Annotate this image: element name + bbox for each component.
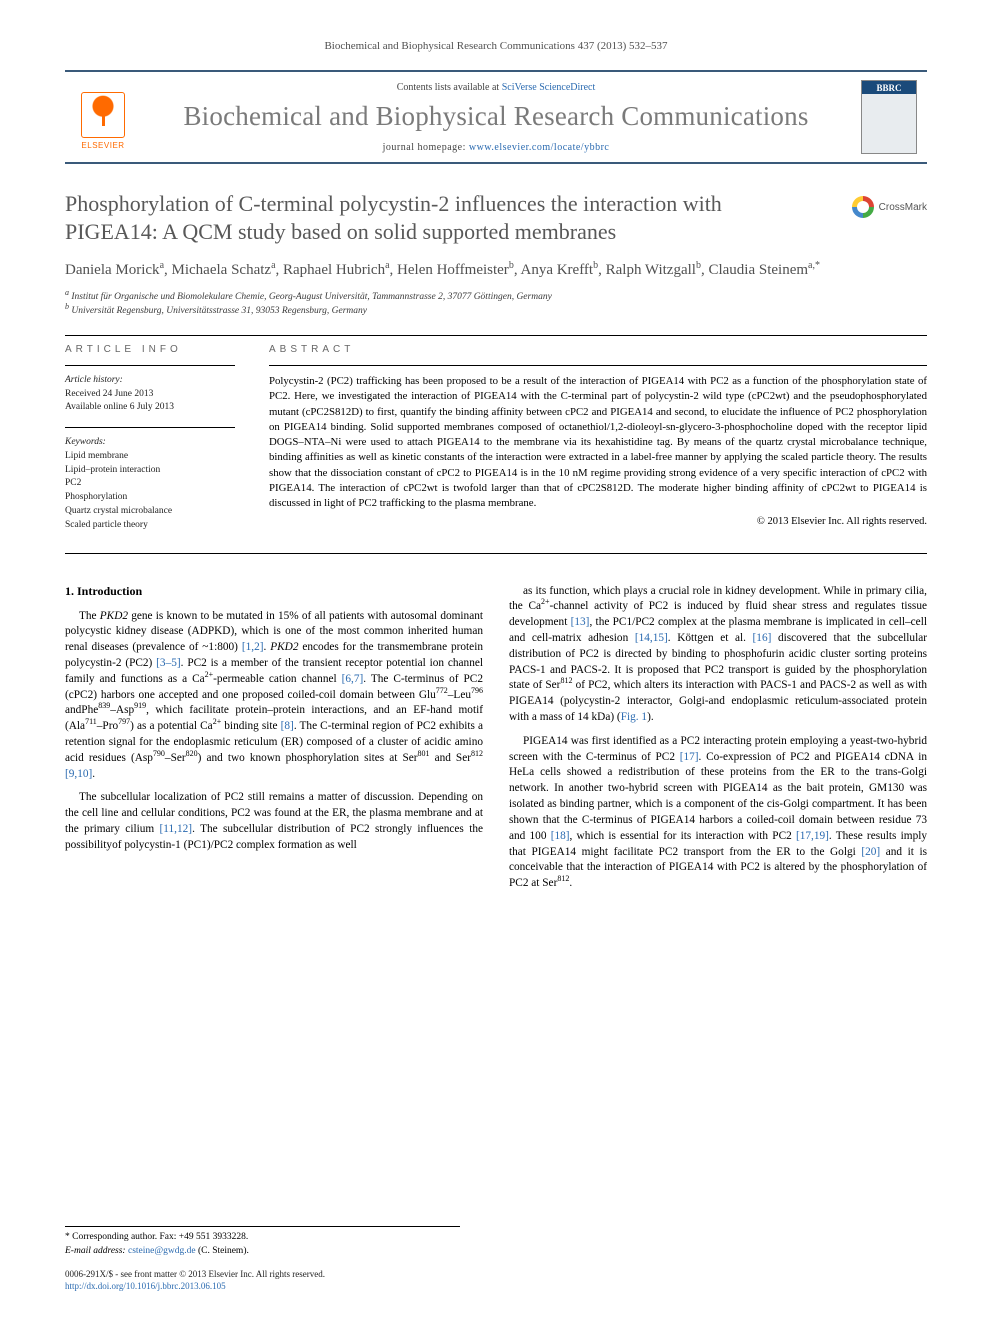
divider-top — [65, 335, 927, 336]
corresponding-line: * Corresponding author. Fax: +49 551 393… — [65, 1231, 460, 1244]
info-abstract-row: ARTICLE INFO Article history: Received 2… — [65, 344, 927, 545]
history-online: Available online 6 July 2013 — [65, 401, 245, 415]
corresponding-email[interactable]: csteine@gwdg.de — [128, 1246, 196, 1256]
body-text-right: as its function, which plays a crucial r… — [509, 584, 927, 892]
body-paragraph: The PKD2 gene is known to be mutated in … — [65, 609, 483, 783]
keyword-item: Lipid–protein interaction — [65, 464, 245, 478]
info-divider-1 — [65, 365, 235, 366]
contents-available-line: Contents lists available at SciVerse Sci… — [145, 82, 847, 93]
article-info-heading: ARTICLE INFO — [65, 344, 245, 355]
issn-line: 0006-291X/$ - see front matter © 2013 El… — [65, 1268, 927, 1281]
body-paragraph: as its function, which plays a crucial r… — [509, 584, 927, 726]
author-list: Daniela Moricka, Michaela Schatza, Rapha… — [65, 260, 927, 281]
journal-homepage-line: journal homepage: www.elsevier.com/locat… — [145, 142, 847, 153]
email-suffix: (C. Steinem). — [196, 1246, 249, 1256]
affiliations: a Institut für Organische und Biomolekul… — [65, 291, 927, 319]
abstract-column: ABSTRACT Polycystin-2 (PC2) trafficking … — [269, 344, 927, 545]
title-block: CrossMark Phosphorylation of C-terminal … — [65, 190, 927, 319]
keyword-item: Phosphorylation — [65, 491, 245, 505]
body-column-left: 1. Introduction The PKD2 gene is known t… — [65, 584, 483, 900]
doi-link[interactable]: http://dx.doi.org/10.1016/j.bbrc.2013.06… — [65, 1280, 927, 1293]
article-history: Article history: Received 24 June 2013 A… — [65, 374, 245, 415]
abstract-text: Polycystin-2 (PC2) trafficking has been … — [269, 374, 927, 512]
email-label: E-mail address: — [65, 1246, 128, 1256]
publication-info: 0006-291X/$ - see front matter © 2013 El… — [65, 1268, 927, 1293]
affiliation-b: b Universität Regensburg, Universitätsst… — [65, 305, 927, 319]
abstract-heading: ABSTRACT — [269, 344, 927, 355]
email-line: E-mail address: csteine@gwdg.de (C. Stei… — [65, 1245, 460, 1258]
body-column-right: as its function, which plays a crucial r… — [509, 584, 927, 900]
body-paragraph: PIGEA14 was first identified as a PC2 in… — [509, 734, 927, 892]
homepage-prefix: journal homepage: — [383, 142, 469, 153]
journal-masthead: ELSEVIER Contents lists available at Sci… — [65, 70, 927, 164]
keyword-item: Lipid membrane — [65, 450, 245, 464]
elsevier-tree-icon — [81, 92, 125, 138]
body-paragraph: The subcellular localization of PC2 stil… — [65, 790, 483, 853]
keyword-item: Quartz crystal microbalance — [65, 505, 245, 519]
introduction-heading: 1. Introduction — [65, 584, 483, 599]
page-footer: * Corresponding author. Fax: +49 551 393… — [65, 1226, 927, 1293]
history-head: Article history: — [65, 374, 245, 388]
divider-bottom — [65, 553, 927, 554]
publisher-name: ELSEVIER — [81, 141, 124, 150]
journal-name: Biochemical and Biophysical Research Com… — [145, 101, 847, 132]
journal-citation: Biochemical and Biophysical Research Com… — [65, 40, 927, 52]
crossmark-label: CrossMark — [879, 202, 927, 213]
contents-prefix: Contents lists available at — [397, 82, 502, 93]
body-columns: 1. Introduction The PKD2 gene is known t… — [65, 584, 927, 900]
article-title: Phosphorylation of C-terminal polycystin… — [65, 190, 815, 246]
cover-abbrev: BBRC — [876, 83, 901, 93]
keywords-list: Lipid membraneLipid–protein interactionP… — [65, 450, 245, 533]
body-text-left: The PKD2 gene is known to be mutated in … — [65, 609, 483, 854]
journal-cover-thumbnail[interactable]: BBRC — [861, 80, 917, 154]
crossmark-badge[interactable]: CrossMark — [852, 196, 927, 218]
elsevier-logo[interactable]: ELSEVIER — [75, 84, 131, 150]
info-divider-2 — [65, 427, 235, 428]
history-received: Received 24 June 2013 — [65, 388, 245, 402]
corresponding-author: * Corresponding author. Fax: +49 551 393… — [65, 1226, 460, 1258]
keyword-item: Scaled particle theory — [65, 519, 245, 533]
abstract-divider — [269, 365, 927, 366]
abstract-copyright: © 2013 Elsevier Inc. All rights reserved… — [269, 516, 927, 527]
keywords-block: Keywords: Lipid membraneLipid–protein in… — [65, 436, 245, 532]
crossmark-icon — [852, 196, 874, 218]
keyword-item: PC2 — [65, 477, 245, 491]
affiliation-a: a Institut für Organische und Biomolekul… — [65, 291, 927, 305]
masthead-center: Contents lists available at SciVerse Sci… — [145, 82, 847, 153]
sciverse-link[interactable]: SciVerse ScienceDirect — [502, 82, 596, 93]
journal-homepage-link[interactable]: www.elsevier.com/locate/ybbrc — [469, 142, 609, 153]
keywords-head: Keywords: — [65, 436, 245, 450]
article-info-column: ARTICLE INFO Article history: Received 2… — [65, 344, 245, 545]
